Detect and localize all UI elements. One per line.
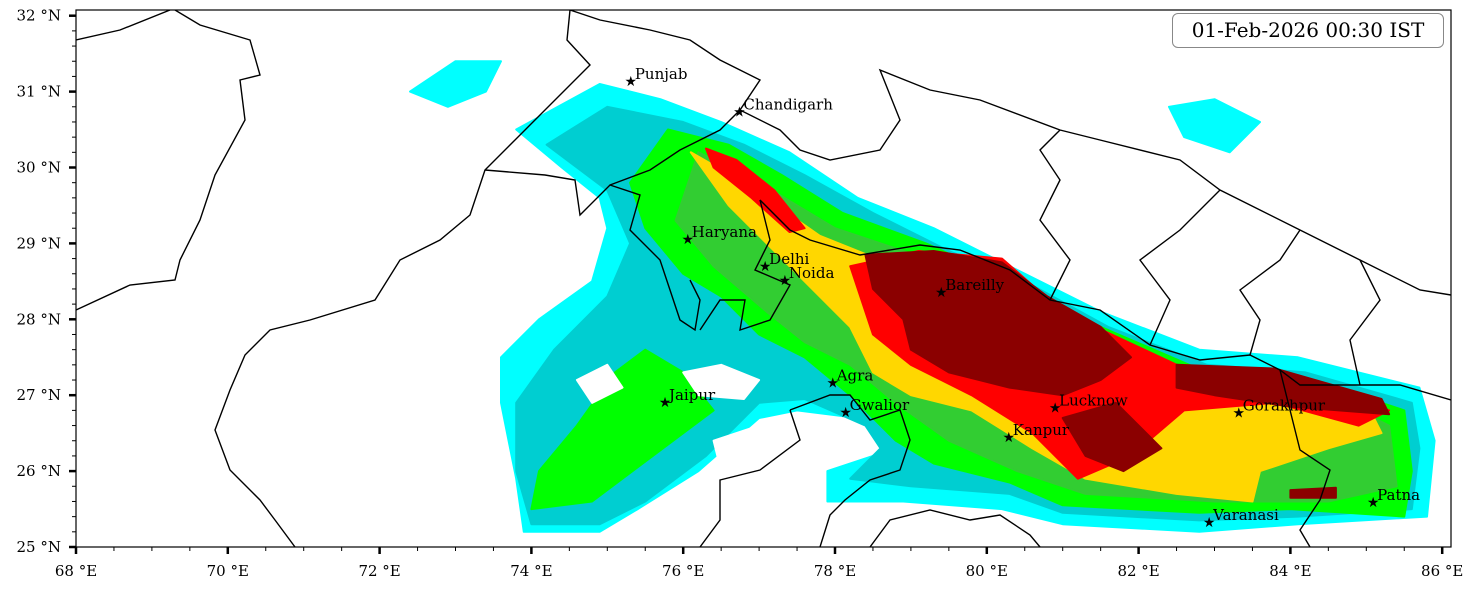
city-label: Noida — [789, 264, 835, 282]
star-icon: ★ — [759, 259, 772, 275]
precip-level-6-area — [705, 147, 806, 233]
city-markers: ★Punjab★Chandigarh★Haryana★Delhi★Noida★B… — [625, 65, 1421, 531]
state-border-himachal-uttarakhand — [739, 68, 1061, 161]
star-icon: ★ — [839, 405, 852, 421]
precip-level-7-area — [1175, 363, 1391, 416]
city-marker: ★Jaipur — [659, 386, 716, 411]
city-label: Kanpur — [1013, 421, 1070, 439]
precip-level-0-area — [575, 363, 624, 404]
timestamp-label: 01-Feb-2026 00:30 IST — [1172, 13, 1444, 48]
city-label: Jaipur — [667, 386, 716, 404]
city-marker: ★Gwalior — [839, 396, 910, 421]
plot-area: ★Punjab★Chandigarh★Haryana★Delhi★Noida★B… — [76, 10, 1451, 547]
x-tick-label: 84 °E — [1269, 562, 1311, 580]
nepal-district-border — [1139, 189, 1221, 346]
star-icon: ★ — [826, 375, 839, 391]
y-tick-label: 25 °N — [17, 538, 61, 556]
y-tick-label: 31 °N — [17, 83, 61, 101]
x-tick-label: 80 °E — [966, 562, 1008, 580]
nepal-district-border — [1239, 229, 1301, 356]
x-tick-label: 68 °E — [55, 562, 97, 580]
x-tick-label: 72 °E — [358, 562, 400, 580]
star-icon: ★ — [935, 285, 948, 301]
star-icon: ★ — [779, 273, 792, 289]
city-marker: ★Gorakhpur — [1233, 397, 1326, 422]
star-icon: ★ — [1233, 406, 1246, 422]
city-label: Lucknow — [1059, 391, 1128, 409]
city-marker: ★Chandigarh — [733, 95, 833, 120]
precip-level-0-area — [682, 363, 761, 400]
precip-level-7-area — [1061, 401, 1163, 473]
x-tick-label: 78 °E — [814, 562, 856, 580]
city-label: Haryana — [692, 223, 757, 241]
city-marker: ★Bareilly — [935, 276, 1005, 301]
state-border-punjab-rajasthan — [484, 169, 701, 332]
precip-level-7-area — [864, 250, 1132, 397]
state-border-up-mp-south — [869, 509, 1041, 547]
state-border-haryana-up — [699, 199, 791, 332]
city-marker: ★Haryana — [681, 223, 757, 248]
star-icon: ★ — [625, 74, 638, 90]
city-marker: ★Punjab — [625, 65, 688, 90]
star-icon: ★ — [681, 232, 694, 248]
city-marker: ★Lucknow — [1049, 391, 1128, 416]
city-marker: ★Delhi — [759, 250, 810, 275]
y-tick-label: 29 °N — [17, 234, 61, 252]
nepal-china-border — [1059, 129, 1451, 296]
axes: 68 °E 70 °E 72 °E 74 °E 76 °E 78 °E 80 °E 82 °E… — [17, 7, 1464, 580]
city-marker: ★Kanpur — [1003, 421, 1070, 446]
boundaries — [76, 10, 1451, 547]
state-border-punjab-haryana — [569, 10, 762, 186]
city-label: Bareilly — [945, 276, 1004, 294]
pakistan-province-border — [76, 10, 261, 311]
city-marker: ★Varanasi — [1203, 506, 1279, 531]
plot-frame — [75, 9, 1452, 548]
city-label: Chandigarh — [743, 95, 833, 113]
x-tick-label: 86 °E — [1421, 562, 1463, 580]
x-tick-label: 74 °E — [510, 562, 552, 580]
x-tick-label: 70 °E — [207, 562, 249, 580]
precip-level-0-area — [712, 424, 791, 480]
city-label: Gorakhpur — [1243, 397, 1326, 415]
y-tick-label: 27 °N — [17, 386, 61, 404]
star-icon: ★ — [1367, 495, 1380, 511]
city-marker: ★Noida — [779, 264, 835, 289]
precip-level-7-area — [1289, 486, 1337, 499]
nepal-district-border — [1349, 259, 1381, 386]
star-icon: ★ — [1049, 400, 1062, 416]
city-marker: ★Agra — [826, 366, 873, 391]
state-border-rajasthan-mp — [699, 409, 801, 547]
city-marker: ★Patna — [1367, 486, 1420, 511]
city-label: Agra — [836, 366, 874, 384]
nepal-district-border — [1039, 129, 1071, 301]
x-tick-label: 76 °E — [662, 562, 704, 580]
city-label: Patna — [1377, 486, 1420, 504]
star-icon: ★ — [1003, 430, 1016, 446]
state-border-up-bihar — [1279, 369, 1331, 547]
india-pakistan-border — [214, 10, 591, 547]
star-icon: ★ — [733, 104, 746, 120]
y-tick-label: 30 °N — [17, 159, 61, 177]
star-icon: ★ — [1203, 515, 1216, 531]
precip-level-3-area — [530, 348, 715, 511]
precip-level-1-area — [1168, 98, 1261, 154]
y-tick-label: 26 °N — [17, 462, 61, 480]
y-tick-label: 28 °N — [17, 310, 61, 328]
city-label: Punjab — [635, 65, 688, 83]
star-icon: ★ — [659, 395, 672, 411]
x-tick-label: 82 °E — [1117, 562, 1159, 580]
y-tick-label: 32 °N — [17, 7, 61, 25]
up-nepal-border — [759, 199, 1451, 401]
city-label: Delhi — [769, 250, 809, 268]
pakistan-province-border — [76, 10, 171, 41]
city-label: Varanasi — [1212, 506, 1279, 524]
precip-level-1-area — [409, 60, 502, 108]
state-border-up-mp — [789, 394, 911, 547]
precipitation-layers — [409, 60, 1436, 533]
city-label: Gwalior — [850, 396, 910, 414]
